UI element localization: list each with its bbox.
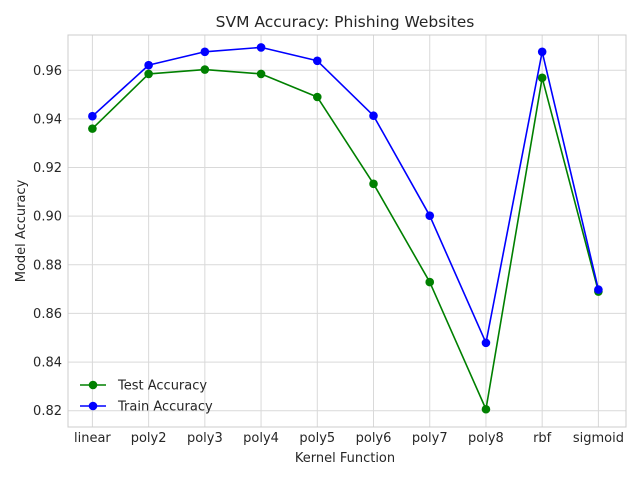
- test-accuracy-point: [481, 404, 491, 414]
- test-accuracy-point: [200, 65, 210, 74]
- series-layer: [88, 43, 603, 414]
- legend: Test Accuracy Train Accuracy: [80, 379, 213, 415]
- train-accuracy-point: [369, 111, 378, 121]
- y-tick-label: 0.96: [33, 64, 62, 79]
- y-tick-label: 0.84: [33, 356, 62, 371]
- x-tick-label: poly8: [468, 431, 504, 446]
- x-tick-label: poly5: [299, 431, 335, 446]
- test-accuracy-point: [369, 179, 378, 189]
- x-tick-label: linear: [74, 431, 111, 446]
- x-tick-label: rbf: [533, 431, 552, 446]
- train-accuracy-point: [425, 211, 435, 220]
- train-accuracy-point: [312, 56, 322, 66]
- x-tick-labels: linear poly2 poly3 poly4 poly5 poly6 poly7 poly…: [74, 431, 624, 446]
- test-accuracy-point: [88, 124, 97, 133]
- legend-test-accuracy-swatch-marker: [88, 380, 98, 390]
- x-tick-label: poly3: [187, 431, 223, 446]
- x-axis-title: Kernel Function: [295, 451, 395, 466]
- test-accuracy-point: [537, 73, 547, 83]
- y-tick-label: 0.88: [33, 258, 62, 273]
- train-accuracy-point: [144, 60, 153, 70]
- train-accuracy-point: [88, 111, 97, 121]
- y-tick-labels: 0.82 0.84 0.86 0.88 0.90 0.92 0.94 0.96: [33, 64, 62, 419]
- legend-train-accuracy-label: Train Accuracy: [117, 400, 213, 415]
- train-accuracy-point: [594, 285, 603, 294]
- test-accuracy-point: [256, 69, 266, 79]
- x-tick-label: poly4: [243, 431, 279, 446]
- x-tick-label: poly2: [131, 431, 167, 446]
- train-accuracy-point: [200, 47, 210, 57]
- test-accuracy-point: [312, 92, 322, 102]
- y-axis-title: Model Accuracy: [14, 179, 29, 282]
- train-accuracy-point: [256, 43, 266, 52]
- train-accuracy-point: [481, 338, 491, 348]
- test-accuracy-point: [425, 277, 435, 287]
- x-tick-label: poly6: [356, 431, 392, 446]
- chart-title: SVM Accuracy: Phishing Websites: [216, 13, 475, 31]
- train-accuracy-line: [91, 46, 600, 344]
- train-accuracy-point: [537, 47, 547, 57]
- test-accuracy-point: [144, 69, 153, 79]
- x-tick-label: poly7: [412, 431, 448, 446]
- y-tick-label: 0.82: [33, 404, 62, 419]
- y-tick-label: 0.90: [33, 210, 62, 225]
- legend-test-accuracy-label: Test Accuracy: [117, 379, 207, 394]
- y-tick-label: 0.86: [33, 307, 62, 322]
- x-tick-label: sigmoid: [573, 431, 624, 446]
- test-accuracy-line: [91, 68, 600, 411]
- plot-frame: [67, 34, 627, 428]
- legend-train-accuracy-swatch-marker: [88, 401, 98, 411]
- y-tick-label: 0.94: [33, 112, 62, 127]
- y-tick-label: 0.92: [33, 161, 62, 176]
